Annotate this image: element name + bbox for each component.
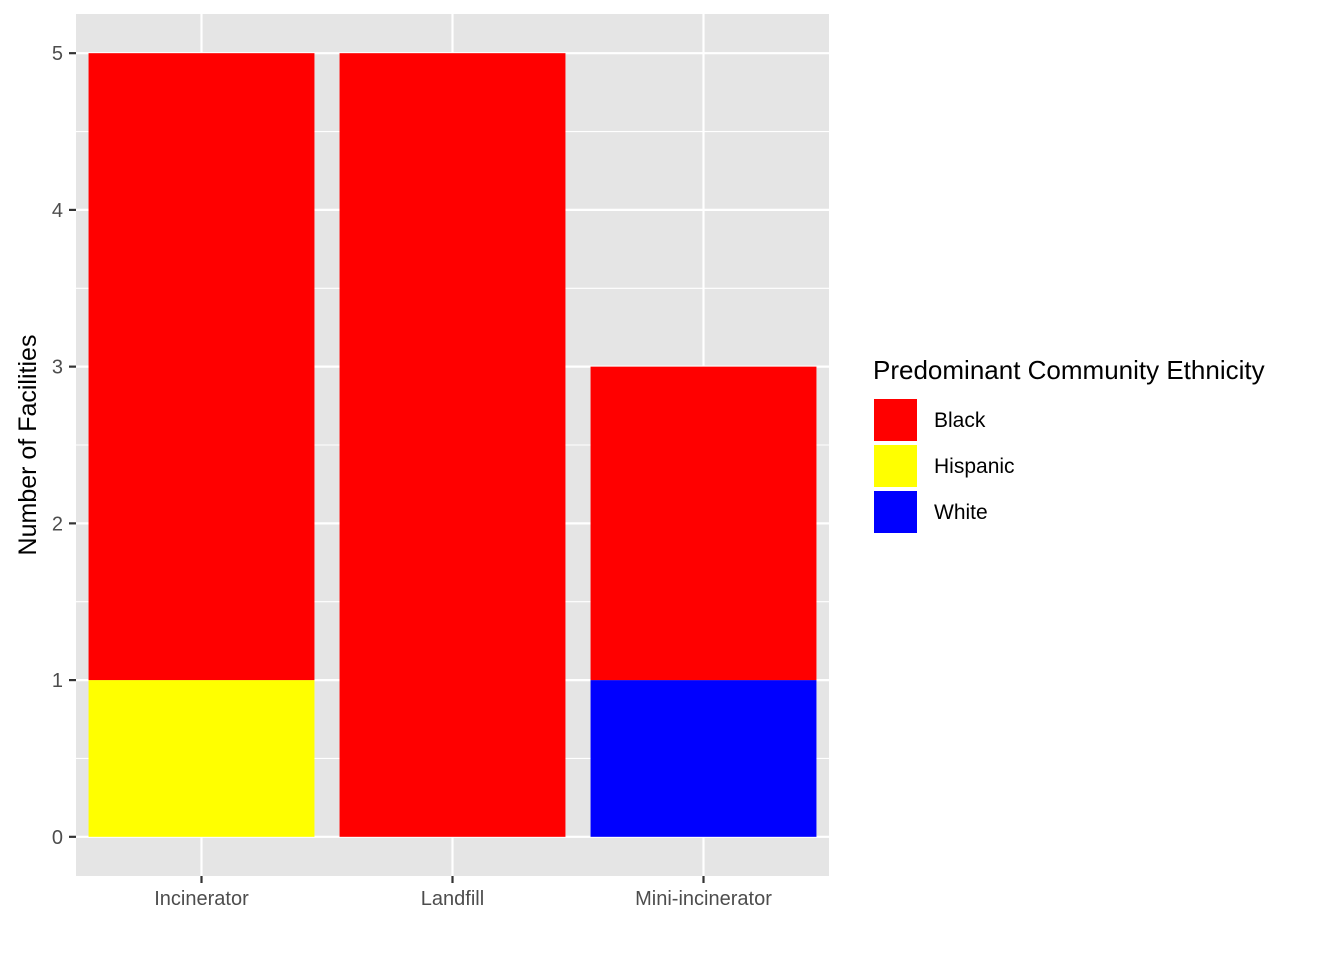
y-axis-title: Number of Facilities	[14, 335, 42, 556]
legend-label-hispanic: Hispanic	[934, 455, 1015, 478]
x-tick-label: Landfill	[421, 888, 484, 910]
x-tick-label: Incinerator	[154, 888, 249, 910]
y-tick-label: 3	[52, 357, 63, 379]
bar-segment-black-incinerator	[88, 53, 315, 681]
bars-layer	[88, 53, 817, 837]
legend: Predominant Community Ethnicity Black His…	[872, 355, 1265, 535]
y-tick-label: 2	[52, 513, 63, 535]
legend-label-white: White	[934, 501, 988, 524]
legend-swatch-hispanic	[872, 443, 919, 489]
bar-segment-black-mini-incinerator	[590, 366, 817, 681]
y-tick-label: 5	[52, 43, 63, 65]
x-tick-label: Mini-incinerator	[635, 888, 772, 910]
bar-segment-black-landfill	[339, 53, 566, 837]
bar-segment-hispanic-incinerator	[88, 680, 315, 837]
axes-layer: 0 1 2 3 4 5 Incinerator Landfill Mini-incinerato…	[52, 43, 772, 910]
legend-swatch-black	[872, 397, 919, 443]
bar-segment-white-mini-incinerator	[590, 680, 817, 837]
legend-label-black: Black	[934, 409, 986, 432]
legend-swatch-white	[872, 489, 919, 535]
y-tick-label: 1	[52, 670, 63, 692]
legend-title: Predominant Community Ethnicity	[873, 355, 1265, 385]
y-tick-label: 4	[52, 200, 63, 222]
y-tick-label: 0	[52, 827, 63, 849]
